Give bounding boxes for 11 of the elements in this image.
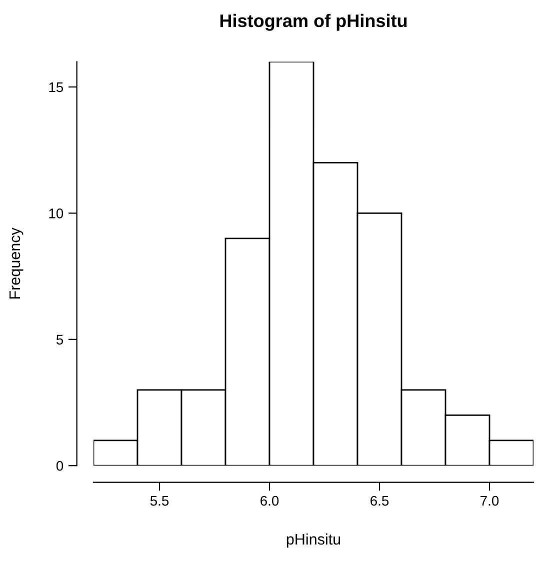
x-tick-label: 6.5 bbox=[370, 496, 389, 506]
x-tick-label: 5.5 bbox=[150, 496, 169, 506]
x-tick-label: 7.0 bbox=[480, 496, 499, 506]
y-axis-title: Frequency bbox=[10, 228, 24, 299]
x-axis-title: pHinsitu bbox=[286, 533, 340, 548]
y-tick-label: 5 bbox=[56, 334, 64, 345]
y-tick-label: 0 bbox=[56, 460, 64, 471]
y-tick-label: 10 bbox=[49, 208, 64, 218]
x-tick-label: 6.0 bbox=[260, 496, 279, 506]
chart-title: Histogram of pHinsitu bbox=[220, 14, 407, 31]
y-tick-label: 15 bbox=[49, 82, 64, 92]
